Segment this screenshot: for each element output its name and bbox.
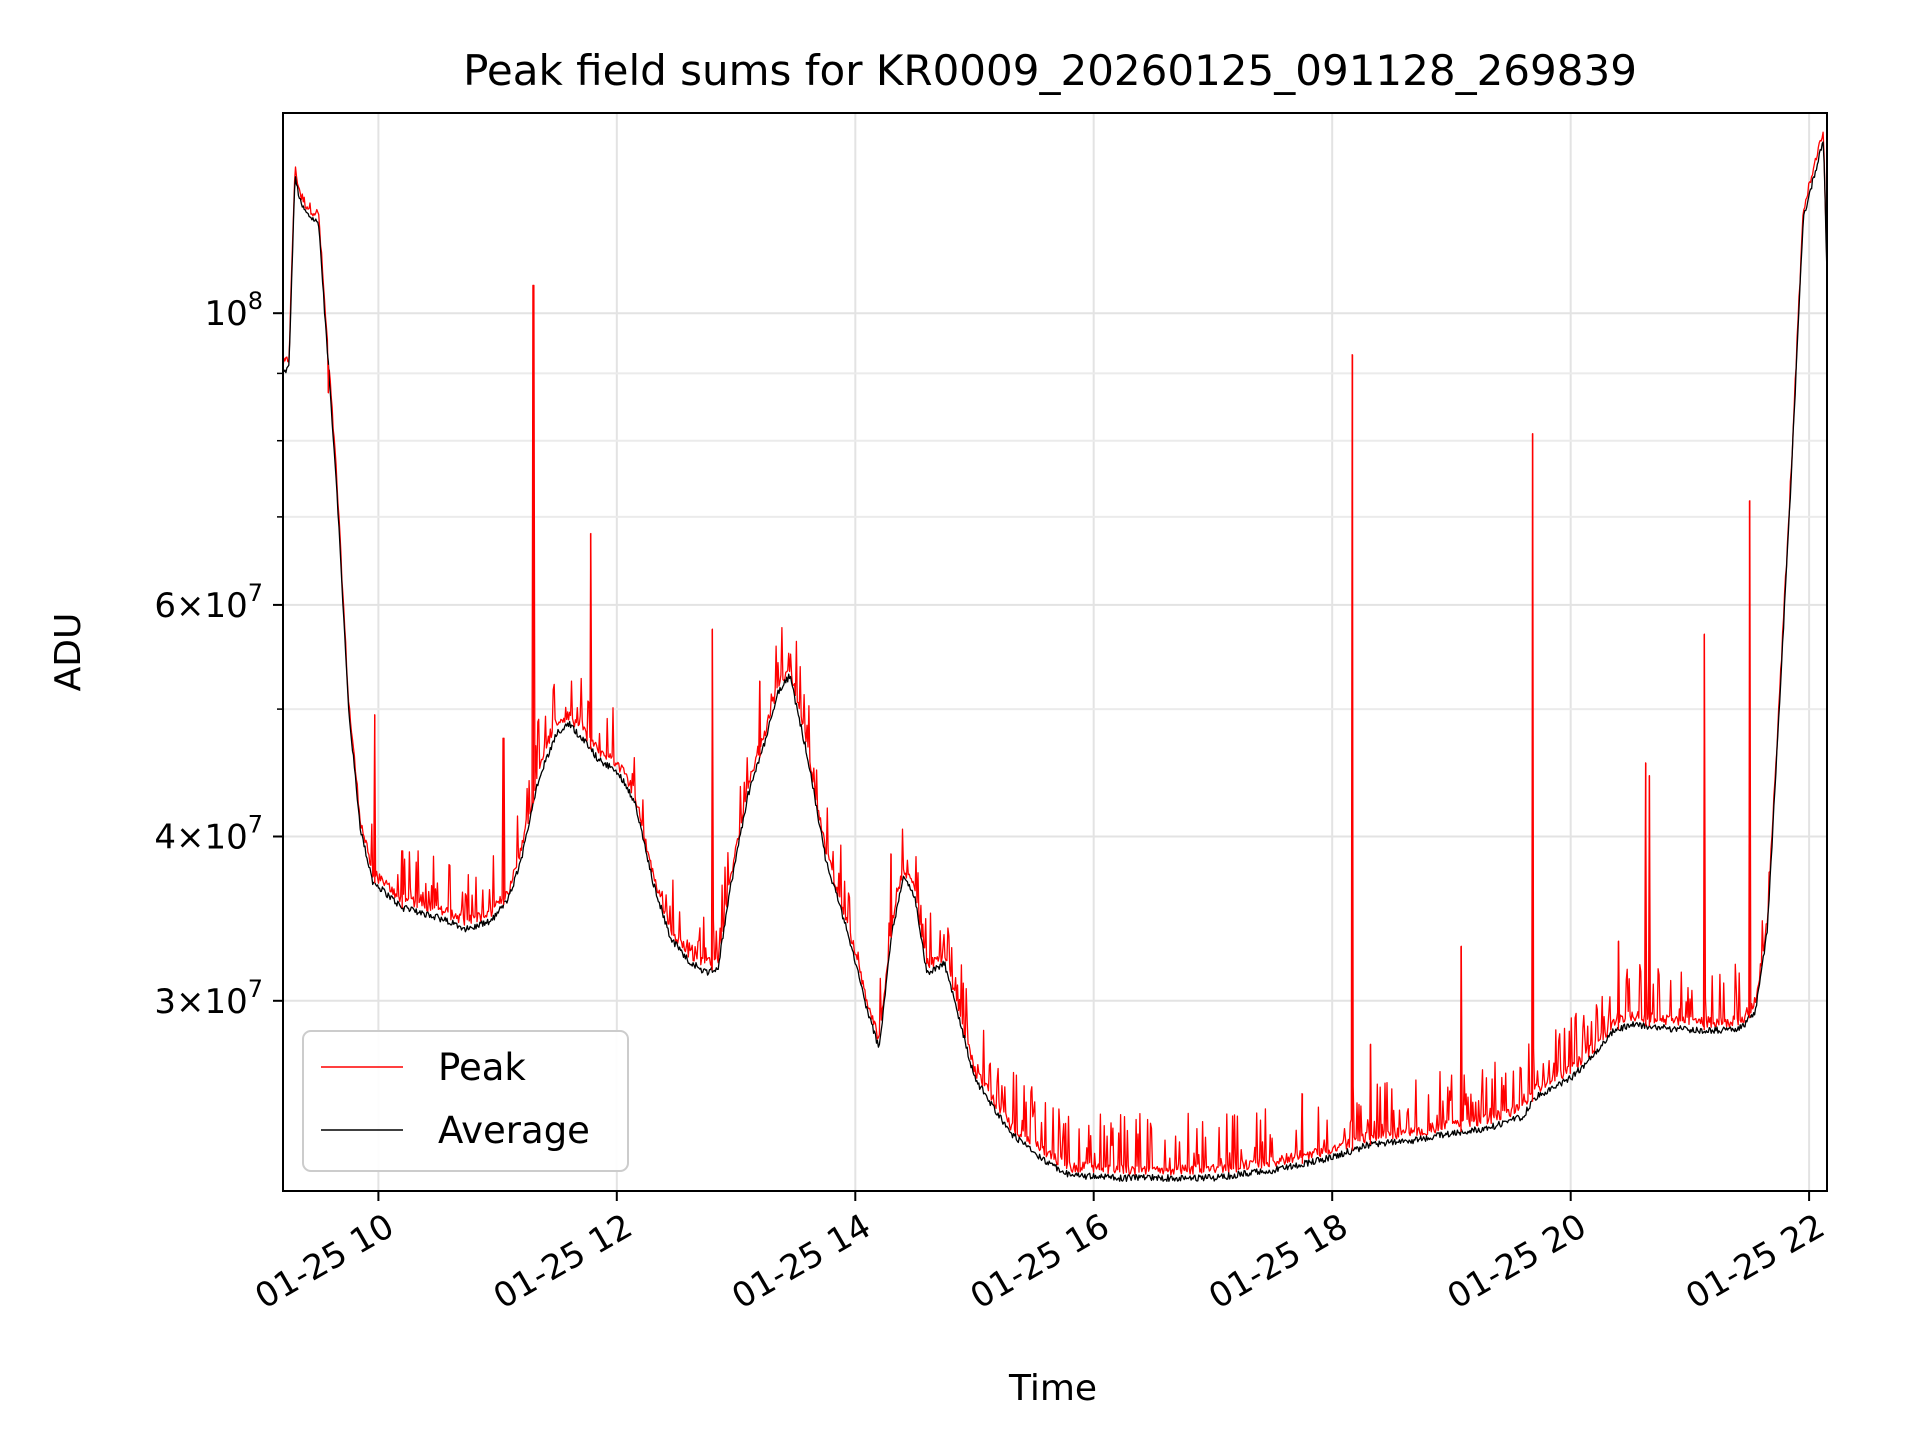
grid (283, 113, 1827, 1191)
series-line-average (282, 141, 1828, 1182)
y-tick-label: 3×107 (154, 975, 263, 1022)
plot-series (282, 131, 1828, 1182)
legend-box (302, 1030, 629, 1172)
legend: Peak Average (302, 1030, 629, 1172)
chart-title: Peak field sums for KR0009_20260125_0911… (463, 46, 1637, 95)
legend-label-average: Average (438, 1109, 590, 1152)
y-tick-label: 6×107 (154, 579, 263, 626)
x-axis-label: Time (1008, 1368, 1097, 1409)
y-tick-label: 4×107 (154, 811, 263, 858)
legend-label-peak: Peak (438, 1046, 526, 1089)
plot-frame (282, 112, 1828, 1192)
series-line-peak (282, 131, 1828, 1176)
y-axis-label: ADU (48, 613, 89, 692)
